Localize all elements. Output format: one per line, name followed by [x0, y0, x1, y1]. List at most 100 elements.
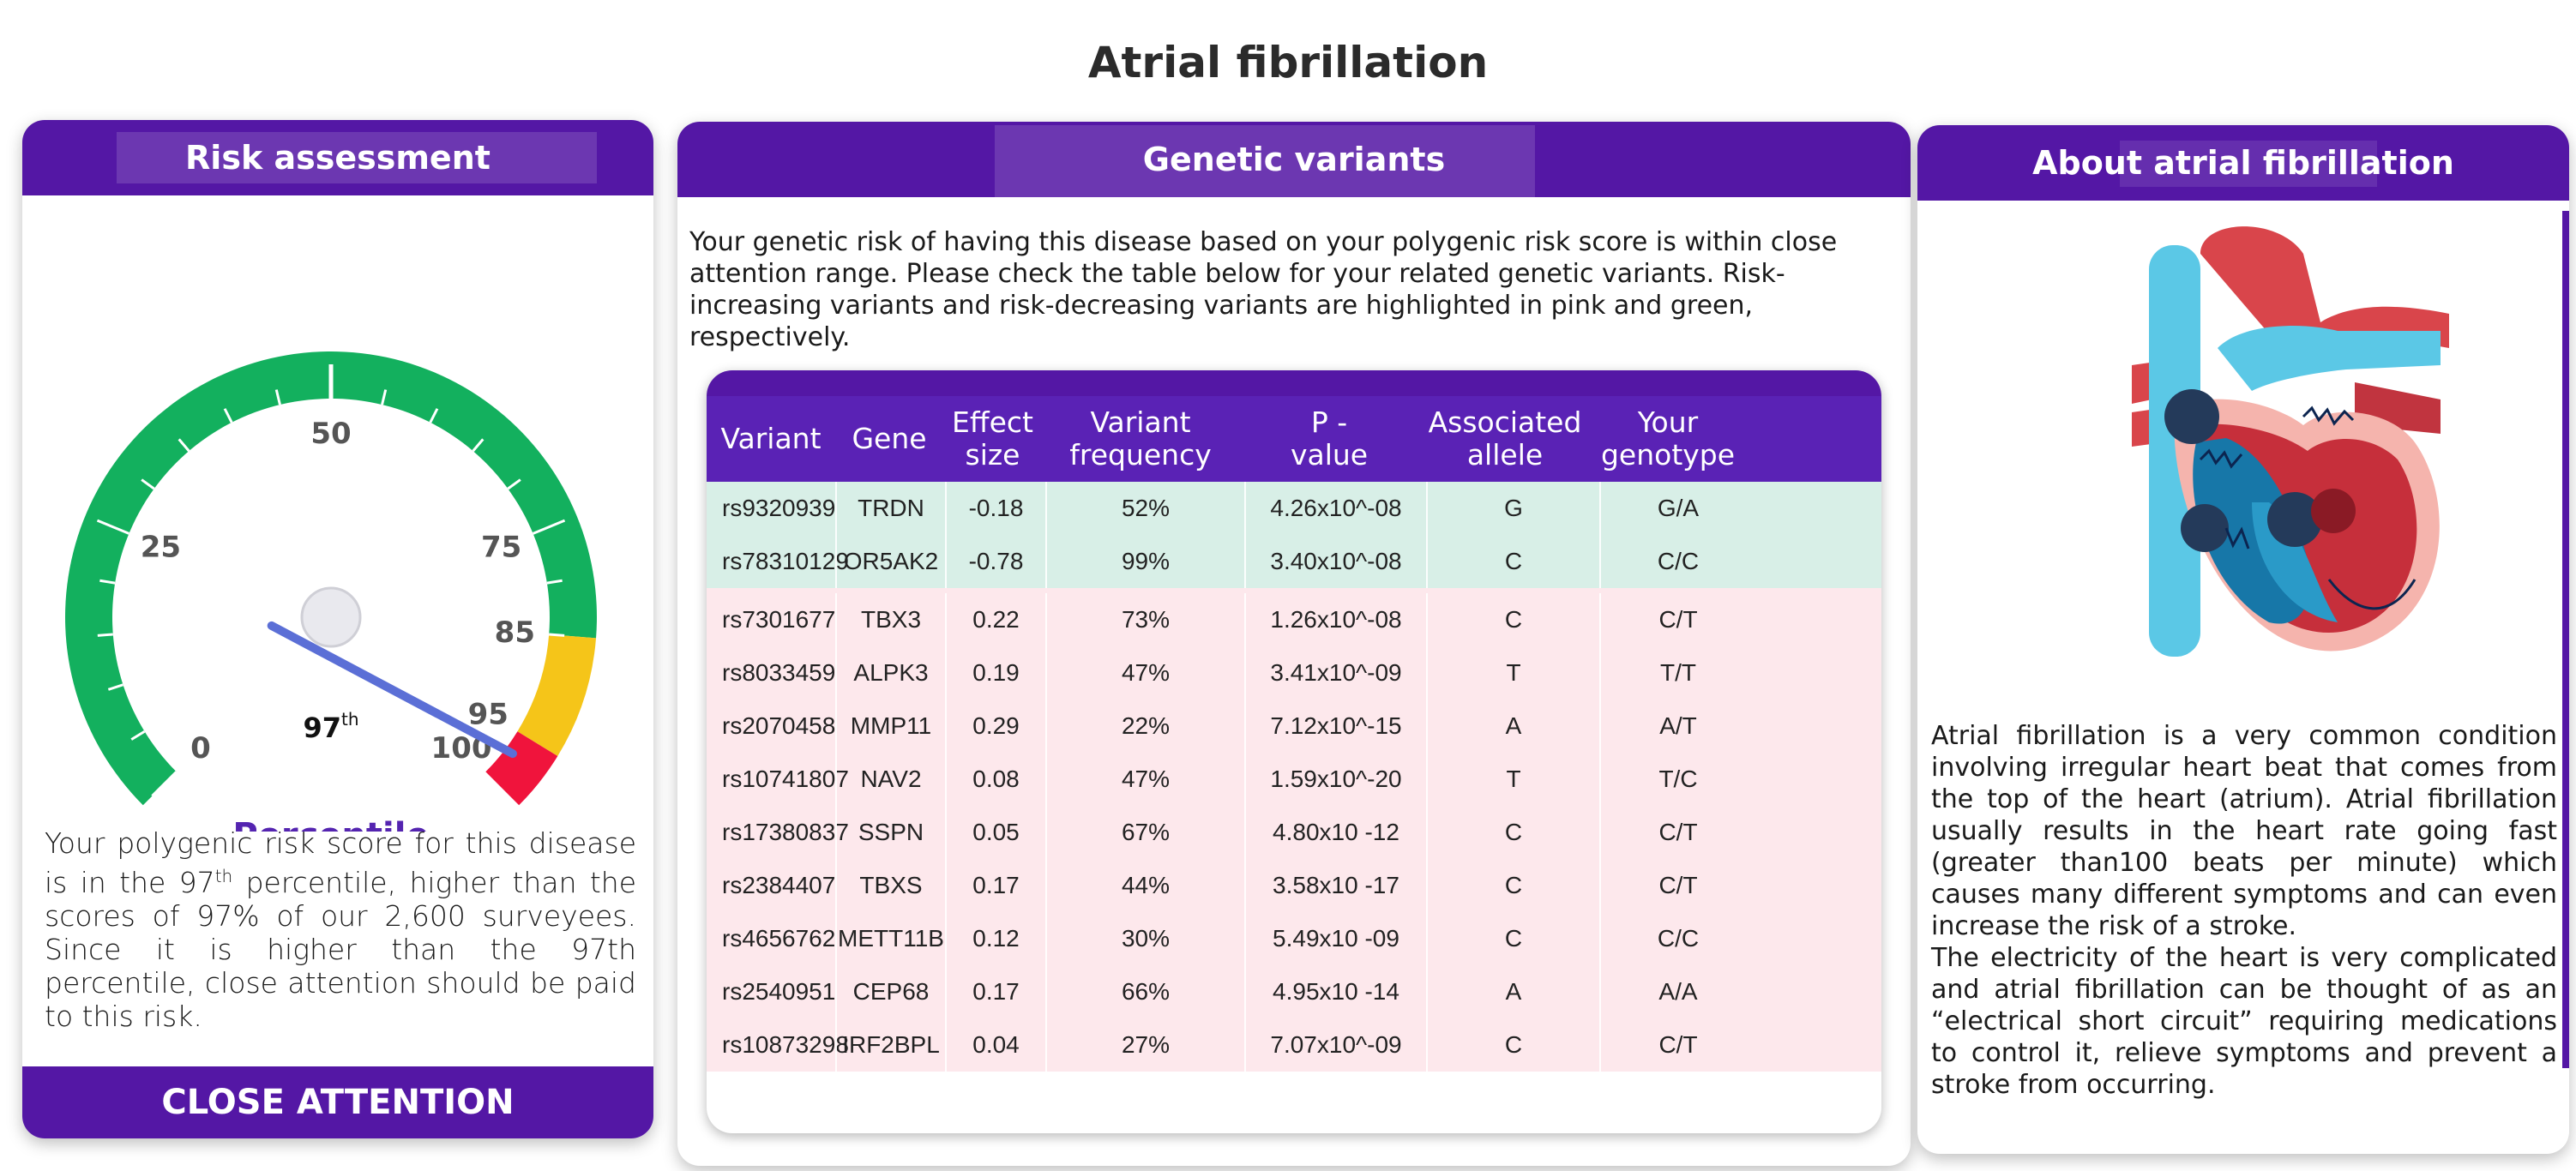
table-cell: rs2540951 [722, 978, 836, 1005]
percentile-gauge: 0 25 50 75 85 95 100 97th Percentile [64, 351, 597, 832]
table-cell: T/C [1599, 753, 1755, 806]
table-cell: 0.22 [945, 593, 1045, 646]
table-cell: 67% [1045, 806, 1244, 859]
table-cell: 0.04 [945, 1018, 1045, 1072]
table-cell: rs10741807 [722, 766, 849, 792]
table-cell: 66% [1045, 965, 1244, 1018]
table-cell: C/T [1599, 859, 1755, 912]
gauge-needle [267, 621, 517, 759]
table-cell: 4.80x10 -12 [1244, 806, 1426, 859]
table-cell: T/T [1599, 646, 1755, 700]
table-cell: 4.95x10 -14 [1244, 965, 1426, 1018]
about-header: About atrial fibrillation [1917, 125, 2569, 201]
table-cell: OR5AK2 [835, 535, 945, 588]
column-header: Gene [852, 422, 927, 455]
table-cell: C [1426, 912, 1599, 965]
gauge-band [485, 731, 558, 806]
about-title: About atrial fibrillation [2032, 144, 2454, 182]
table-cell: TBXS [835, 859, 945, 912]
about-text: Atrial fibrillation is a very common con… [1931, 720, 2557, 1101]
table-cell: A [1426, 700, 1599, 753]
table-row: rs17380837 SSPN 0.05 67% 4.80x10 -12 C C/T [707, 806, 1881, 859]
table-cell: CEP68 [835, 965, 945, 1018]
table-row: rs2540951 CEP68 0.17 66% 4.95x10 -14 A A/A [707, 965, 1881, 1018]
gauge-tick-label: 85 [495, 616, 535, 650]
table-cell: C [1426, 806, 1599, 859]
table-cell: METT11B [835, 912, 945, 965]
column-header: Your genotype [1600, 405, 1736, 471]
column-header: Associated allele [1428, 405, 1582, 471]
table-cell: rs17380837 [722, 819, 849, 845]
column-header: Variant [720, 422, 822, 455]
table-cell: 0.17 [945, 859, 1045, 912]
table-row: rs78310129 OR5AK2 -0.78 99% 3.40x10^-08 C C/C [707, 535, 1881, 588]
table-cell: 0.29 [945, 700, 1045, 753]
risk-assessment-panel: Risk assessment 0 25 50 75 85 95 100 97t… [22, 120, 653, 1138]
table-cell: T [1426, 646, 1599, 700]
table-cell: 0.08 [945, 753, 1045, 806]
table-cell: 0.05 [945, 806, 1045, 859]
table-cell: A/A [1599, 965, 1755, 1018]
table-cell: C/T [1599, 593, 1755, 646]
table-cell: C [1426, 859, 1599, 912]
table-cell: rs2070458 [722, 712, 836, 739]
table-cell: T [1426, 753, 1599, 806]
table-cell: rs78310129 [722, 548, 849, 574]
table-cell: 73% [1045, 593, 1244, 646]
gauge-band [64, 351, 597, 806]
table-cell: 99% [1045, 535, 1244, 588]
table-cell: G/A [1599, 482, 1755, 535]
panel-scrollbar[interactable] [2562, 211, 2569, 1068]
page-title: Atrial fibrillation [1087, 38, 1489, 87]
table-cell: 7.07x10^-09 [1244, 1018, 1426, 1072]
table-cell: G [1426, 482, 1599, 535]
table-cell: C [1426, 1018, 1599, 1072]
table-row: rs10741807 NAV2 0.08 47% 1.59x10^-20 T T/C [707, 753, 1881, 806]
table-cell: C/C [1599, 535, 1755, 588]
table-cell: SSPN [835, 806, 945, 859]
table-cell: rs9320939 [722, 495, 836, 521]
column-header: P - value [1290, 405, 1369, 471]
table-cell: 7.12x10^-15 [1244, 700, 1426, 753]
table-cell: 5.49x10 -09 [1244, 912, 1426, 965]
table-cell: C/T [1599, 1018, 1755, 1072]
variants-table-header: Variant Gene Effect size Variant frequen… [707, 396, 1881, 482]
table-cell: 3.41x10^-09 [1244, 646, 1426, 700]
gauge-band [517, 634, 597, 756]
table-row: rs10873298 IRF2BPL 0.04 27% 7.07x10^-09 C C/T [707, 1018, 1881, 1072]
table-row: rs7301677 TBX3 0.22 73% 1.26x10^-08 C C/T [707, 593, 1881, 646]
gauge-caption: Percentile [232, 816, 429, 832]
table-row: rs9320939 TRDN -0.18 52% 4.26x10^-08 G G/A [707, 482, 1881, 535]
table-cell: ALPK3 [835, 646, 945, 700]
about-paragraph: The electricity of the heart is very com… [1931, 943, 2557, 1100]
risk-level-label: CLOSE ATTENTION [161, 1083, 515, 1122]
table-cell: 52% [1045, 482, 1244, 535]
table-cell: -0.78 [945, 535, 1045, 588]
heart-anatomy-icon [2132, 226, 2449, 657]
about-panel: About atrial fibrillation Atrial fibrill… [1917, 125, 2569, 1154]
percentile-value: 97th [303, 709, 358, 744]
table-cell: 1.26x10^-08 [1244, 593, 1426, 646]
table-cell: C [1426, 593, 1599, 646]
column-header: Effect size [952, 405, 1033, 471]
table-cell: IRF2BPL [835, 1018, 945, 1072]
table-cell: -0.18 [945, 482, 1045, 535]
gauge-tick-label: 50 [310, 417, 351, 451]
about-paragraph: Atrial fibrillation is a very common con… [1931, 721, 2557, 941]
gauge-tick-label: 0 [190, 731, 211, 766]
table-row: rs8033459 ALPK3 0.19 47% 3.41x10^-09 T T/T [707, 646, 1881, 700]
table-cell: 3.40x10^-08 [1244, 535, 1426, 588]
table-cell: 0.19 [945, 646, 1045, 700]
gauge-tick-label: 95 [468, 697, 509, 731]
table-cell: A [1426, 965, 1599, 1018]
table-cell: 1.59x10^-20 [1244, 753, 1426, 806]
table-cell: 47% [1045, 646, 1244, 700]
table-cell: 44% [1045, 859, 1244, 912]
table-cell: 22% [1045, 700, 1244, 753]
gauge-hub [300, 586, 362, 648]
variants-table: Variant Gene Effect size Variant frequen… [707, 370, 1881, 1133]
table-cell: 30% [1045, 912, 1244, 965]
table-cell: 3.58x10 -17 [1244, 859, 1426, 912]
genetic-variants-header: Genetic variants [677, 122, 1911, 201]
table-cell: rs2384407 [722, 872, 836, 898]
